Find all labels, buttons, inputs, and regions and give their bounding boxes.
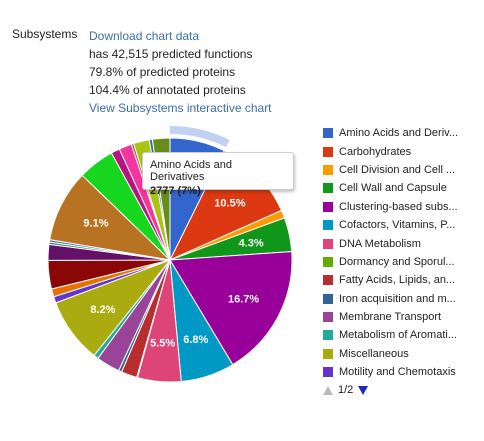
- legend-swatch: [323, 275, 333, 286]
- predicted-proteins-stat: 79.8% of predicted proteins: [89, 65, 236, 79]
- download-chart-data-link[interactable]: Download chart data: [89, 29, 200, 43]
- legend-label: Carbohydrates: [339, 145, 412, 158]
- slice-label: 5.5%: [150, 338, 175, 350]
- legend-item[interactable]: Dormancy and Sporul...: [323, 253, 483, 271]
- legend-item[interactable]: Cofactors, Vitamins, P...: [323, 216, 483, 234]
- slice-label: 10.5%: [214, 198, 245, 210]
- legend-item[interactable]: Clustering-based subs...: [323, 198, 483, 216]
- chart-legend: Amino Acids and Deriv... Carbohydrates Cel…: [323, 124, 483, 381]
- legend-item[interactable]: Miscellaneous: [323, 345, 483, 363]
- legend-label: Membrane Transport: [339, 311, 442, 324]
- legend-item[interactable]: Iron acquisition and m...: [323, 290, 483, 308]
- legend-swatch: [323, 164, 333, 175]
- legend-label: Iron acquisition and m...: [339, 292, 456, 305]
- legend-swatch: [323, 128, 333, 139]
- legend-label: Metabolism of Aromati...: [339, 329, 457, 342]
- legend-item[interactable]: Carbohydrates: [323, 142, 483, 160]
- legend-swatch: [323, 367, 333, 378]
- subsystems-label: Subsystems: [12, 27, 78, 41]
- legend-item[interactable]: Membrane Transport: [323, 308, 483, 326]
- slice-tooltip: Amino Acids and Derivatives 2777 (7%): [142, 152, 294, 197]
- legend-label: DNA Metabolism: [339, 237, 421, 250]
- slice-label: 16.7%: [228, 293, 259, 305]
- pie-slice[interactable]: [169, 251, 293, 366]
- legend-label: Clustering-based subs...: [339, 200, 458, 213]
- legend-swatch: [323, 183, 333, 194]
- legend-item[interactable]: DNA Metabolism: [323, 234, 483, 252]
- legend-swatch: [323, 348, 333, 359]
- legend-label: Miscellaneous: [339, 347, 409, 360]
- legend-item[interactable]: Motility and Chemotaxis: [323, 363, 483, 381]
- predicted-functions-stat: has 42,515 predicted functions: [89, 47, 253, 61]
- legend-label: Motility and Chemotaxis: [339, 366, 456, 379]
- legend-swatch: [323, 312, 333, 323]
- legend-pager: 1/2: [323, 384, 369, 396]
- legend-item[interactable]: Amino Acids and Deriv...: [323, 124, 483, 142]
- slice-label: 9.1%: [83, 218, 108, 230]
- legend-swatch: [323, 293, 333, 304]
- slice-label: 6.8%: [183, 334, 208, 346]
- legend-label: Cofactors, Vitamins, P...: [339, 219, 456, 232]
- previous-page-icon[interactable]: [323, 385, 333, 395]
- legend-label: Cell Division and Cell ...: [339, 163, 456, 176]
- legend-label: Fatty Acids, Lipids, an...: [339, 274, 456, 287]
- annotated-proteins-stat: 104.4% of annotated proteins: [89, 83, 246, 97]
- interactive-chart-link[interactable]: View Subsystems interactive chart: [89, 101, 272, 115]
- legend-label: Cell Wall and Capsule: [339, 182, 447, 195]
- legend-swatch: [323, 330, 333, 341]
- slice-label: 8.2%: [90, 304, 115, 316]
- subsystems-summary: Download chart data has 42,515 predicted…: [89, 27, 272, 117]
- legend-item[interactable]: Metabolism of Aromati...: [323, 326, 483, 344]
- legend-swatch: [323, 256, 333, 267]
- slice-label: 4.3%: [239, 238, 264, 250]
- legend-label: Dormancy and Sporul...: [339, 255, 455, 268]
- tooltip-value: 2777 (7%): [150, 185, 201, 197]
- legend-swatch: [323, 201, 333, 212]
- next-page-icon[interactable]: [358, 385, 369, 395]
- legend-item[interactable]: Cell Division and Cell ...: [323, 161, 483, 179]
- tooltip-category: Amino Acids and Derivatives: [150, 159, 232, 183]
- legend-item[interactable]: Fatty Acids, Lipids, an...: [323, 271, 483, 289]
- legend-item[interactable]: Cell Wall and Capsule: [323, 179, 483, 197]
- highlight-ring: [170, 126, 230, 148]
- legend-page-indicator: 1/2: [338, 384, 354, 396]
- legend-swatch: [323, 220, 333, 231]
- legend-swatch: [323, 146, 333, 157]
- legend-swatch: [323, 238, 333, 249]
- legend-label: Amino Acids and Deriv...: [339, 127, 459, 140]
